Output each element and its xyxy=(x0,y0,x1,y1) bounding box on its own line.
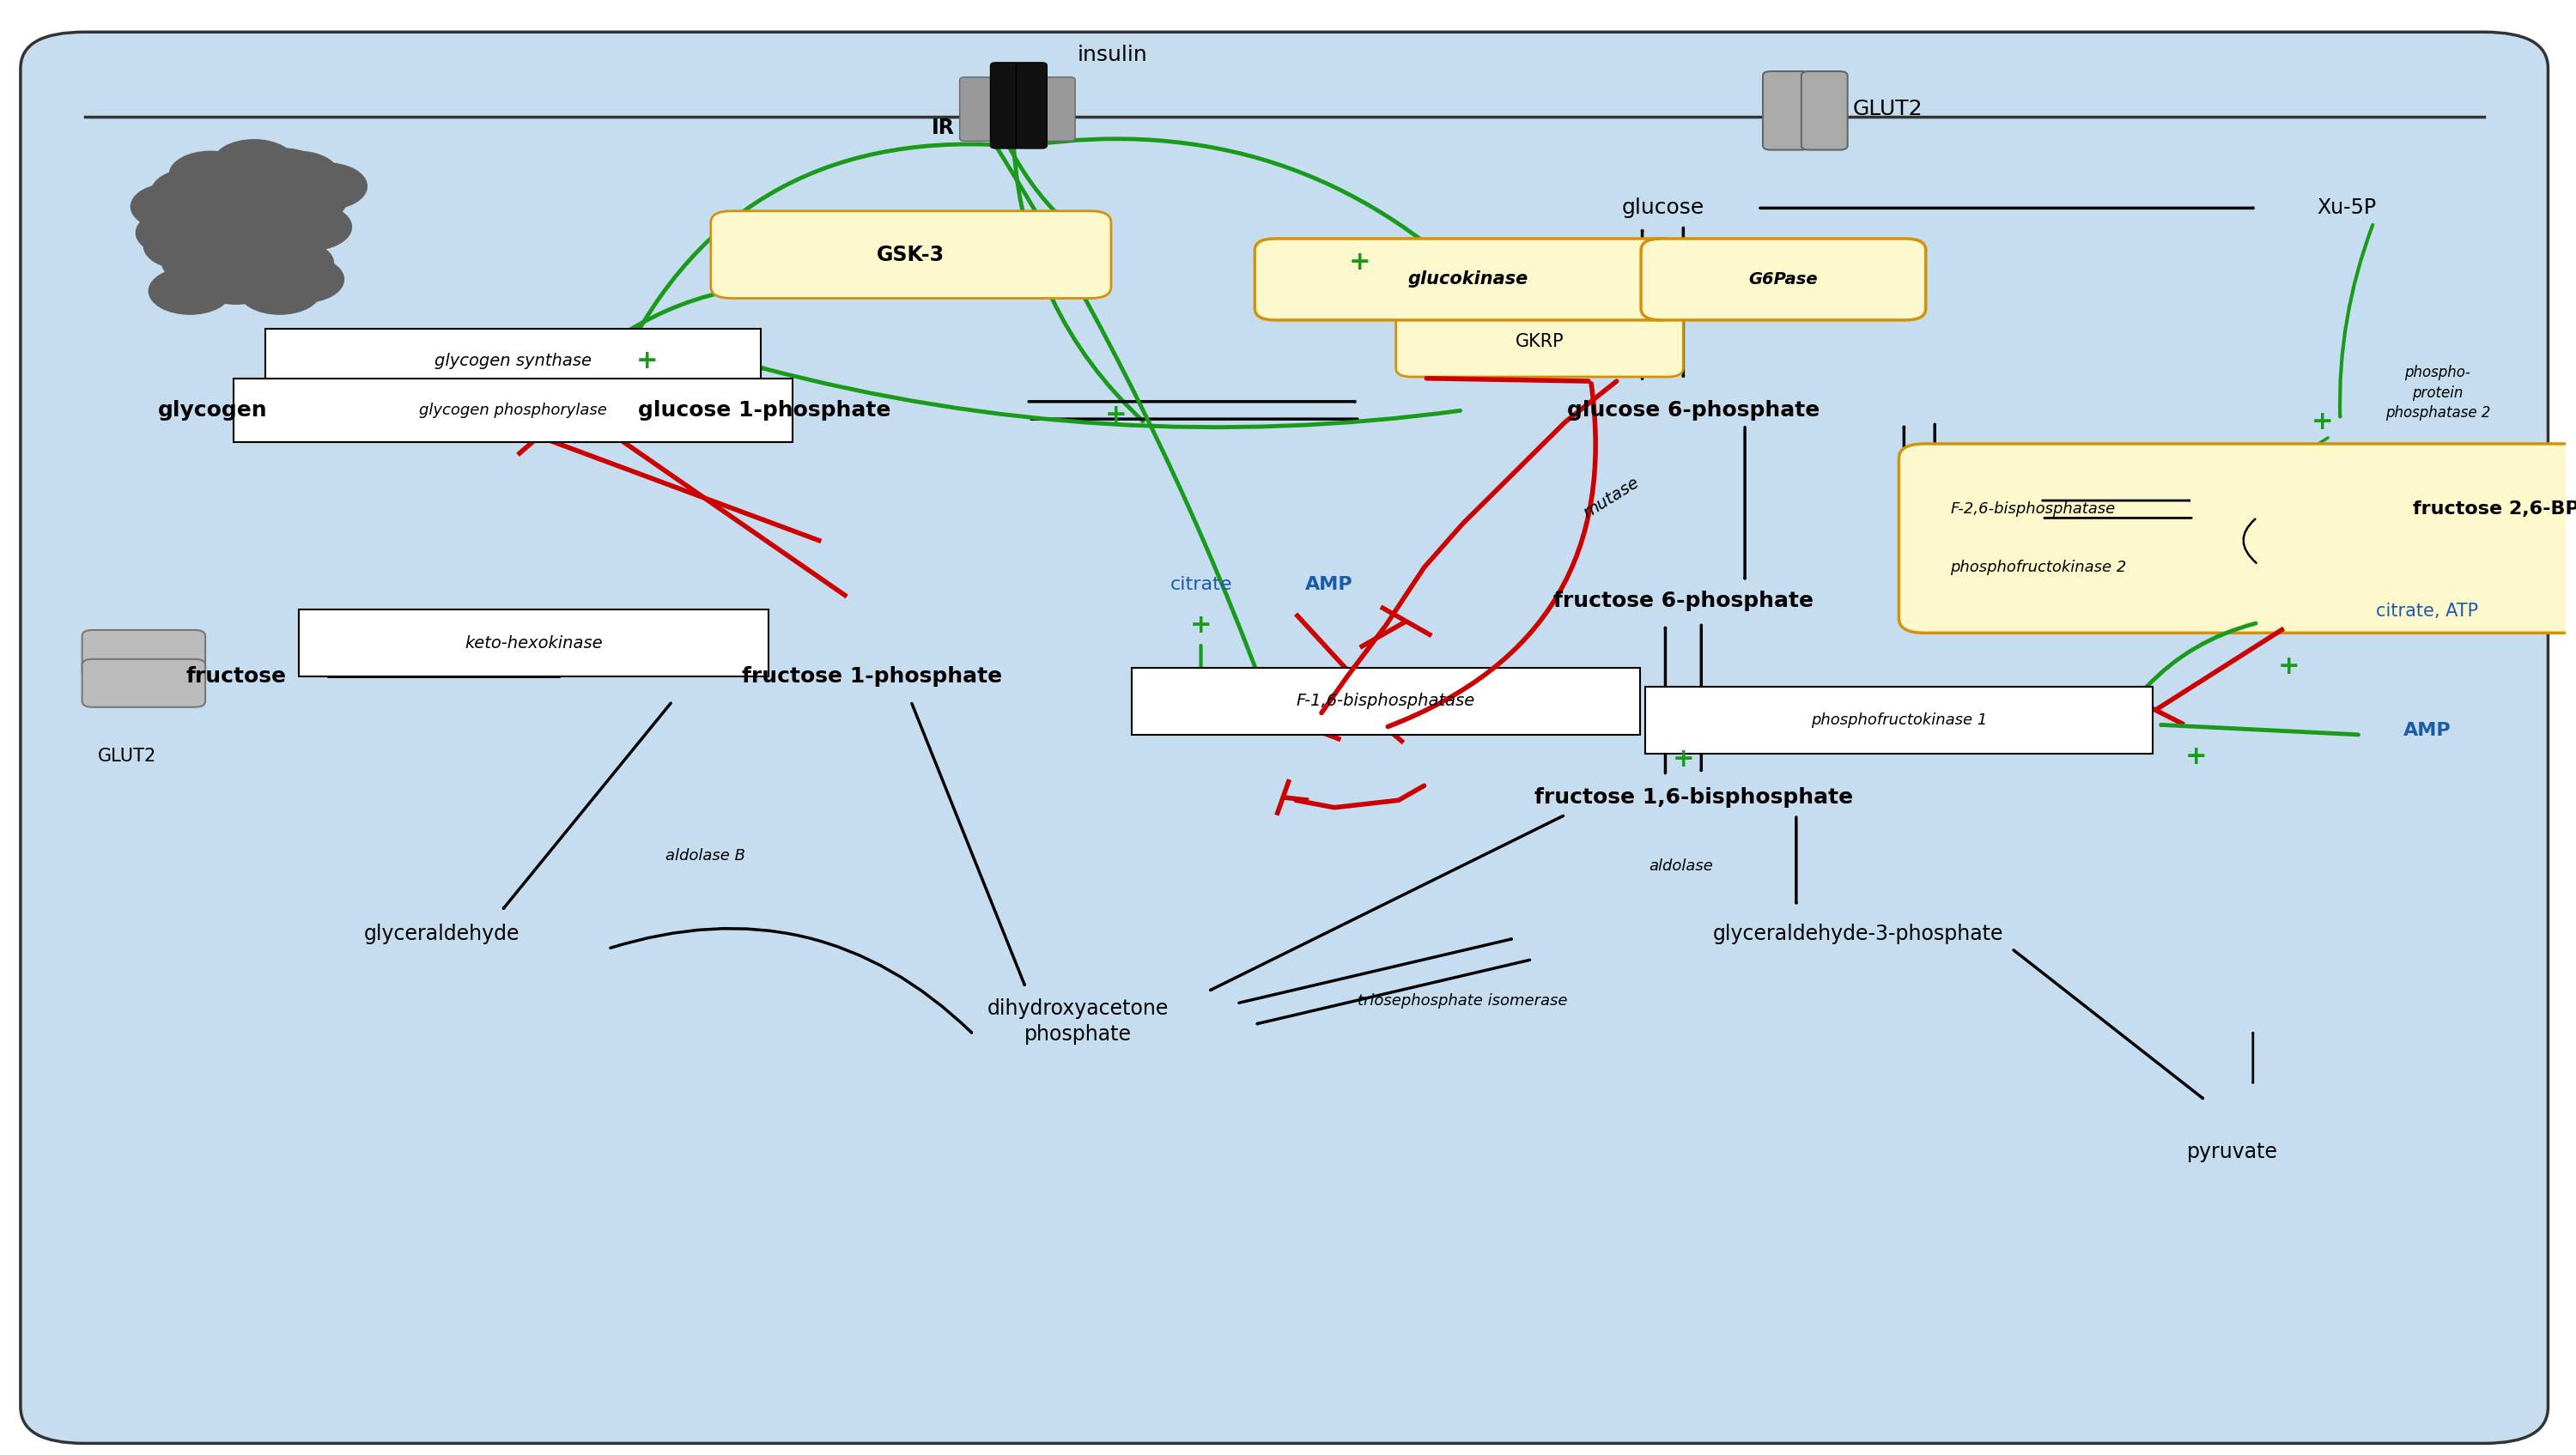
Circle shape xyxy=(214,140,296,186)
FancyBboxPatch shape xyxy=(992,63,1020,148)
Text: glyceraldehyde-3-phosphate: glyceraldehyde-3-phosphate xyxy=(1713,924,2004,944)
Circle shape xyxy=(162,239,245,285)
Text: IR: IR xyxy=(933,118,956,138)
Circle shape xyxy=(191,212,273,259)
FancyBboxPatch shape xyxy=(21,32,2548,1443)
Text: +: + xyxy=(636,348,657,374)
Text: keto-hexokinase: keto-hexokinase xyxy=(464,634,603,652)
Circle shape xyxy=(173,253,255,300)
Text: phosphofructokinase 1: phosphofructokinase 1 xyxy=(1811,713,1986,728)
Circle shape xyxy=(222,164,304,211)
FancyBboxPatch shape xyxy=(1396,307,1682,377)
Circle shape xyxy=(234,224,317,271)
Text: glycogen phosphorylase: glycogen phosphorylase xyxy=(420,403,608,418)
Text: +: + xyxy=(1350,249,1370,275)
Text: glucokinase: glucokinase xyxy=(1406,271,1528,288)
Text: +: + xyxy=(2277,653,2300,679)
FancyBboxPatch shape xyxy=(711,211,1110,298)
FancyBboxPatch shape xyxy=(1801,71,1847,150)
Circle shape xyxy=(175,175,258,221)
Text: +: + xyxy=(2184,744,2208,770)
Text: dihydroxyacetone
phosphate: dihydroxyacetone phosphate xyxy=(987,998,1170,1045)
Text: +: + xyxy=(1105,402,1128,428)
Text: glucose: glucose xyxy=(1620,198,1705,218)
Text: GLUT2: GLUT2 xyxy=(98,748,157,765)
Text: Xu-5P: Xu-5P xyxy=(2318,198,2378,218)
Text: fructose 6-phosphate: fructose 6-phosphate xyxy=(1553,591,1814,611)
Text: aldolase: aldolase xyxy=(1649,858,1713,873)
FancyBboxPatch shape xyxy=(1131,668,1641,735)
Text: pyruvate: pyruvate xyxy=(2187,1142,2277,1163)
Text: AMP: AMP xyxy=(1306,576,1352,594)
FancyBboxPatch shape xyxy=(82,630,206,678)
Text: AMP: AMP xyxy=(2403,722,2452,739)
Text: GLUT2: GLUT2 xyxy=(1852,99,1922,119)
Circle shape xyxy=(196,258,278,304)
Circle shape xyxy=(240,268,322,314)
Circle shape xyxy=(270,204,350,250)
Text: +: + xyxy=(1190,613,1211,639)
Text: glyceraldehyde: glyceraldehyde xyxy=(363,924,520,944)
Circle shape xyxy=(137,210,219,256)
Circle shape xyxy=(209,228,291,275)
Text: fructose 1-phosphate: fructose 1-phosphate xyxy=(742,666,1002,687)
Circle shape xyxy=(286,163,366,210)
Text: glucose 1-phosphate: glucose 1-phosphate xyxy=(639,400,891,420)
Text: aldolase B: aldolase B xyxy=(665,848,744,863)
FancyBboxPatch shape xyxy=(1255,239,1680,320)
Circle shape xyxy=(258,151,337,198)
Text: citrate, ATP: citrate, ATP xyxy=(2375,602,2478,620)
Text: insulin: insulin xyxy=(1077,45,1149,65)
FancyBboxPatch shape xyxy=(299,610,768,677)
Circle shape xyxy=(204,185,286,231)
Text: glycogen synthase: glycogen synthase xyxy=(435,352,592,370)
Text: +: + xyxy=(2311,409,2334,435)
Circle shape xyxy=(131,183,214,230)
Text: G6Pase: G6Pase xyxy=(1749,271,1819,288)
Circle shape xyxy=(252,240,332,287)
Circle shape xyxy=(170,151,252,198)
Text: citrate: citrate xyxy=(1170,576,1231,594)
FancyBboxPatch shape xyxy=(1646,687,2154,754)
Text: glucose 6-phosphate: glucose 6-phosphate xyxy=(1566,400,1819,420)
Circle shape xyxy=(157,195,240,242)
Circle shape xyxy=(250,196,332,243)
Circle shape xyxy=(149,268,232,314)
Circle shape xyxy=(198,159,281,205)
FancyBboxPatch shape xyxy=(234,378,793,442)
Text: glycogen: glycogen xyxy=(157,400,268,420)
Circle shape xyxy=(265,178,345,224)
Text: fructose: fructose xyxy=(185,666,286,687)
Circle shape xyxy=(183,199,265,246)
FancyBboxPatch shape xyxy=(961,77,994,141)
Text: GKRP: GKRP xyxy=(1515,333,1564,351)
Circle shape xyxy=(242,148,325,195)
FancyBboxPatch shape xyxy=(1899,444,2576,633)
FancyBboxPatch shape xyxy=(1015,63,1046,148)
Text: F-2,6-bisphosphatase: F-2,6-bisphosphatase xyxy=(1950,502,2115,517)
Text: mutase: mutase xyxy=(1582,474,1643,521)
Text: +: + xyxy=(1672,746,1695,773)
Text: phosphofructokinase 2: phosphofructokinase 2 xyxy=(1950,560,2128,575)
FancyBboxPatch shape xyxy=(1762,71,1808,150)
Text: phospho-
protein
phosphatase 2: phospho- protein phosphatase 2 xyxy=(2385,365,2491,420)
FancyBboxPatch shape xyxy=(265,329,760,393)
FancyBboxPatch shape xyxy=(1641,239,1927,320)
Text: F-1,6-bisphosphatase: F-1,6-bisphosphatase xyxy=(1296,693,1476,710)
FancyBboxPatch shape xyxy=(1041,77,1074,141)
Circle shape xyxy=(219,243,301,290)
Circle shape xyxy=(144,223,227,269)
Text: fructose 1,6-bisphosphate: fructose 1,6-bisphosphate xyxy=(1535,787,1852,808)
FancyBboxPatch shape xyxy=(82,659,206,707)
Circle shape xyxy=(152,169,234,215)
Text: fructose 2,6-BP: fructose 2,6-BP xyxy=(2414,501,2576,518)
Text: triosephosphate isomerase: triosephosphate isomerase xyxy=(1358,994,1569,1008)
Circle shape xyxy=(227,189,309,236)
Circle shape xyxy=(263,256,343,303)
Text: GSK-3: GSK-3 xyxy=(876,244,945,265)
